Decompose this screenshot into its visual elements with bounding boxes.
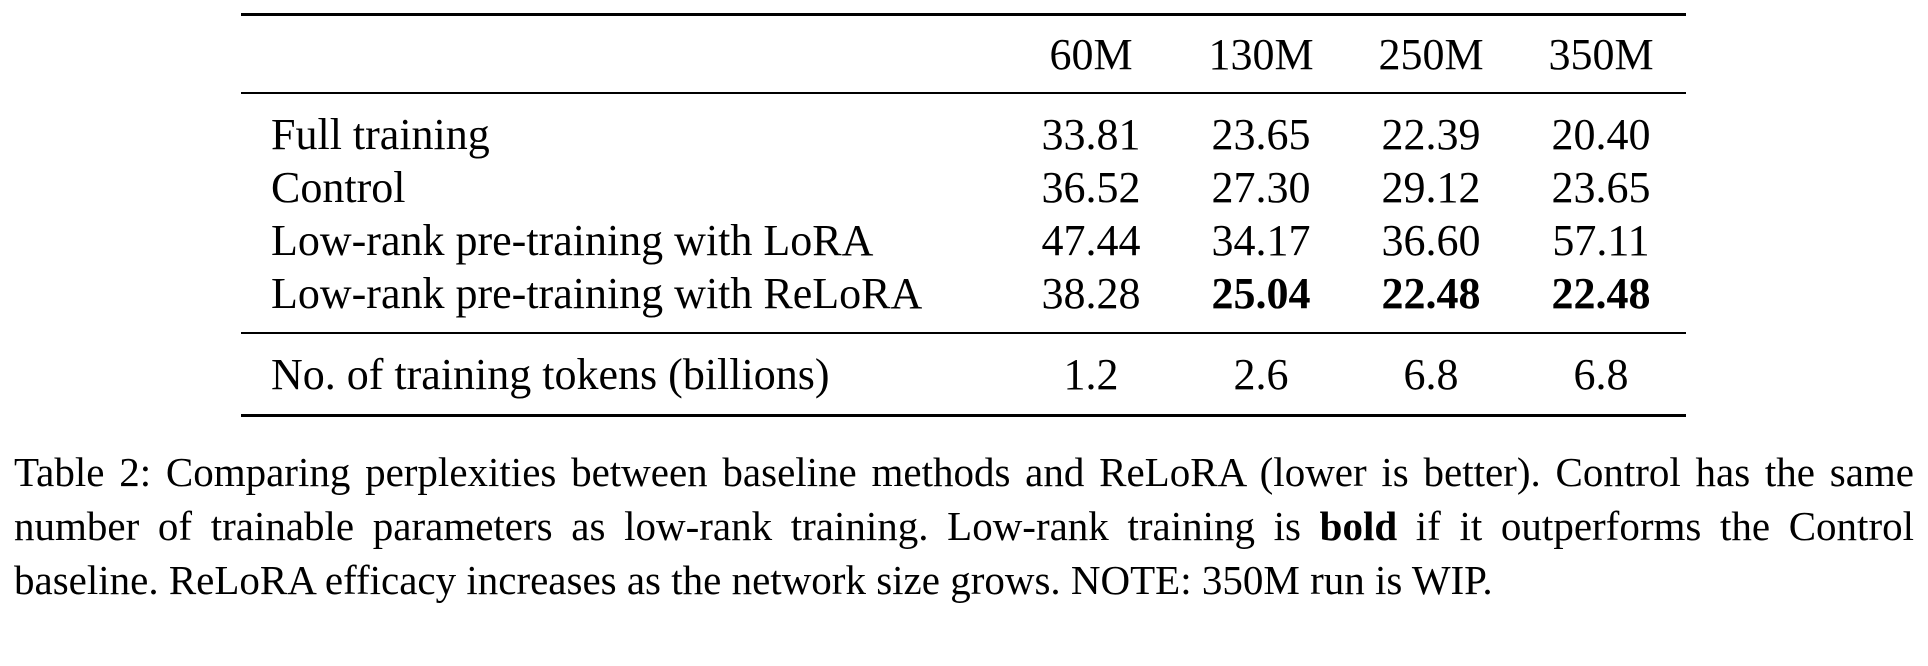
table-cell: 6.8 xyxy=(1573,349,1629,399)
table-cell: 22.39 xyxy=(1381,110,1481,159)
row-label: Low-rank pre-training with ReLoRA xyxy=(271,269,923,318)
table-cell: 36.60 xyxy=(1381,216,1481,265)
results-table: 60M 130M 250M 350M Full training 33.81 2… xyxy=(241,13,1686,417)
header-250m: 250M xyxy=(1378,29,1484,79)
table-cell: 38.28 xyxy=(1041,269,1141,318)
table-cell: 2.6 xyxy=(1233,349,1289,399)
row-label: No. of training tokens (billions) xyxy=(271,349,830,399)
caption-text: if it outperforms the Control baseline. … xyxy=(14,503,1914,603)
row-label: Low-rank pre-training with LoRA xyxy=(271,216,874,265)
table-cell: 57.11 xyxy=(1552,216,1650,265)
row-label: Control xyxy=(271,163,406,212)
caption-bold-word: bold xyxy=(1319,503,1398,549)
table-cell: 47.44 xyxy=(1041,216,1141,265)
row-label: Full training xyxy=(271,110,490,159)
table-cell: 25.04 xyxy=(1211,269,1311,318)
table-cell: 22.48 xyxy=(1551,269,1651,318)
table-row: Full training 33.81 23.65 22.39 20.40 xyxy=(241,93,1686,161)
table-row: Low-rank pre-training with ReLoRA 38.28 … xyxy=(241,267,1686,333)
caption-text: Table 2: Comparing perplexities between … xyxy=(14,449,1914,549)
table-cell: 27.30 xyxy=(1211,163,1311,212)
table-cell: 36.52 xyxy=(1041,163,1141,212)
header-130m: 130M xyxy=(1208,29,1314,79)
table-cell: 33.81 xyxy=(1041,110,1141,159)
table-header-row: 60M 130M 250M 350M xyxy=(241,14,1686,94)
table-cell: 22.48 xyxy=(1381,269,1481,318)
table-cell: 6.8 xyxy=(1403,349,1459,399)
table-row: Low-rank pre-training with LoRA 47.44 34… xyxy=(241,214,1686,267)
table-cell: 1.2 xyxy=(1063,349,1119,399)
header-60m: 60M xyxy=(1049,29,1133,79)
table-cell: 23.65 xyxy=(1211,110,1311,159)
table-cell: 23.65 xyxy=(1551,163,1651,212)
header-empty-cell xyxy=(241,15,1006,94)
table-cell: 29.12 xyxy=(1381,163,1481,212)
table-row: Control 36.52 27.30 29.12 23.65 xyxy=(241,161,1686,214)
training-tokens-row: No. of training tokens (billions) 1.2 2.… xyxy=(241,333,1686,416)
table-cell: 20.40 xyxy=(1551,110,1651,159)
table-caption: Table 2: Comparing perplexities between … xyxy=(14,445,1914,607)
table-cell: 34.17 xyxy=(1211,216,1311,265)
header-350m: 350M xyxy=(1548,29,1654,79)
results-table-container: 60M 130M 250M 350M Full training 33.81 2… xyxy=(241,13,1686,417)
